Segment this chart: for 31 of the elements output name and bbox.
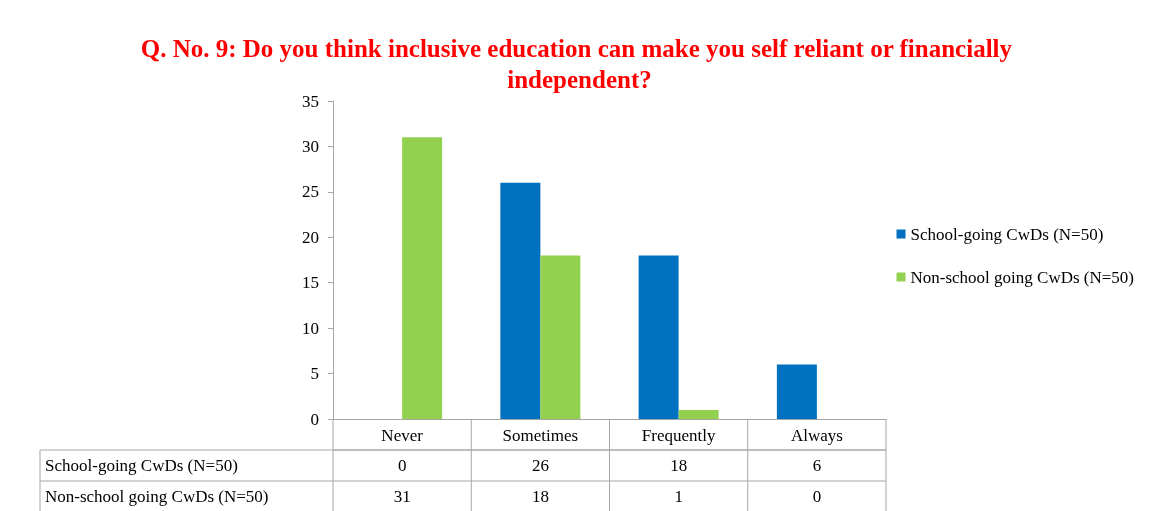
chart-title: Q. No. 9: Do you think inclusive education can make you self reliant or financially independent? (140, 35, 1019, 93)
x-tick-label: Always (790, 426, 843, 445)
y-tick-label: 10 (302, 318, 319, 338)
x-tick-label: Never (381, 426, 424, 445)
bar (402, 137, 443, 419)
data-label: 6 (812, 456, 822, 475)
x-tick-label: Sometimes (502, 426, 579, 445)
bar (540, 255, 581, 419)
text: School-going CwDs (N=50) (45, 456, 238, 475)
x-tick-label: Frequently (641, 426, 716, 445)
data-label: 26 (531, 456, 549, 475)
text: Non-school going CwDs (N=50) (45, 487, 269, 506)
y-tick-label: 30 (302, 136, 319, 156)
data-label: 1 (674, 487, 683, 506)
legend-label: School-going CwDs (N=50) (910, 224, 1104, 244)
bar (638, 255, 679, 419)
y-tick-label: 15 (302, 273, 319, 293)
bar (678, 409, 719, 419)
bar (776, 364, 817, 419)
y-tick-label: 20 (302, 227, 319, 247)
y-tick-label: 0 (310, 409, 319, 429)
data-label: 0 (397, 456, 407, 475)
y-tick-label: 25 (302, 182, 319, 202)
y-tick-label: 35 (302, 91, 319, 111)
data-label: 18 (531, 487, 549, 506)
data-label: 0 (812, 487, 822, 506)
data-label: 18 (670, 456, 688, 475)
legend-label: Non-school going CwDs (N=50) (910, 267, 1135, 287)
bar (500, 182, 541, 419)
y-tick-label: 5 (310, 364, 319, 384)
data-label: 31 (393, 487, 411, 506)
